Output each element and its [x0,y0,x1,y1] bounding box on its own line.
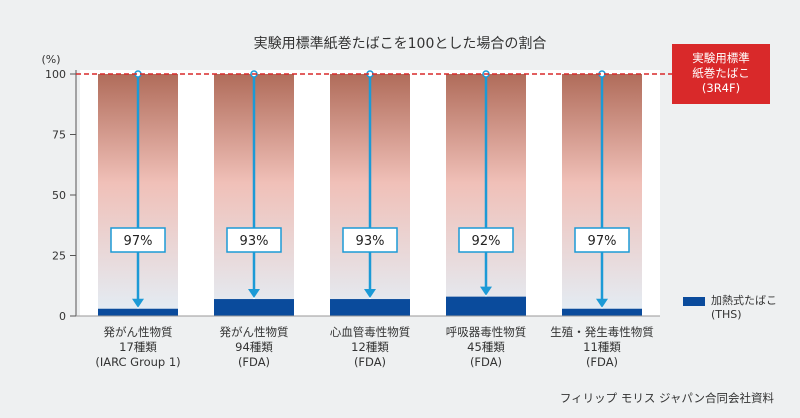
legend-label-sub: (THS) [711,308,742,321]
legend: 加熱式たばこ (THS) [683,294,777,322]
reduction-label-box [110,227,166,253]
category-label: (FDA) [586,355,618,369]
reduction-label-box [342,227,398,253]
reference-box: 実験用標準 紙巻たばこ (3R4F) [672,44,770,104]
y-axis-unit: (%) [41,53,60,66]
reference-label-line: 実験用標準 [692,51,750,65]
ths-bar [214,299,294,316]
y-tick-label: 75 [52,129,66,142]
reduction-arrowhead [248,289,260,299]
legend-swatch-ths [683,296,705,306]
ths-bar [562,308,642,316]
source-note: フィリップ モリス ジャパン合同会社資料 [559,391,774,405]
y-tick-label: 25 [52,250,66,263]
reduction-label-box [226,227,282,253]
reference-label-line: (3R4F) [701,81,741,95]
reduction-label: 93% [240,234,269,249]
category-label: 17種類 [119,340,157,354]
category-label: (FDA) [238,355,270,369]
category-label: 94種類 [235,340,273,354]
y-tick-label: 50 [52,189,66,202]
chart-title: 実験用標準紙巻たばこを100とした場合の割合 [254,35,547,52]
category-label: 45種類 [467,340,505,354]
ths-bar [98,308,178,316]
category-label: (FDA) [354,355,386,369]
reduction-label: 97% [124,234,153,249]
reduction-arrowhead [364,289,376,299]
category-label: (FDA) [470,355,502,369]
category-label: 生殖・発生毒性物質 [550,325,654,339]
category-label: 呼吸器毒性物質 [446,325,527,339]
category-label: 11種類 [583,340,621,354]
category-label: 発がん性物質 [220,325,289,339]
reduction-label: 92% [472,234,501,249]
reduction-label: 97% [588,234,617,249]
category-label: 心血管毒性物質 [330,325,411,339]
reduction-label-box [574,227,630,253]
reduction-arrowhead [596,298,608,308]
legend-label: 加熱式たばこ [711,294,777,307]
reference-label-line: 紙巻たばこ [692,66,750,80]
y-tick-label: 0 [59,310,66,323]
ths-bar [446,296,526,316]
reduction-label: 93% [356,234,385,249]
category-label: (IARC Group 1) [95,355,180,369]
category-label: 12種類 [351,340,389,354]
reduction-label-box [458,227,514,253]
reduction-arrowhead [480,286,492,296]
y-tick-label: 100 [45,68,66,81]
ths-bar [330,299,410,316]
category-label: 発がん性物質 [104,325,173,339]
reduction-arrowhead [132,298,144,308]
